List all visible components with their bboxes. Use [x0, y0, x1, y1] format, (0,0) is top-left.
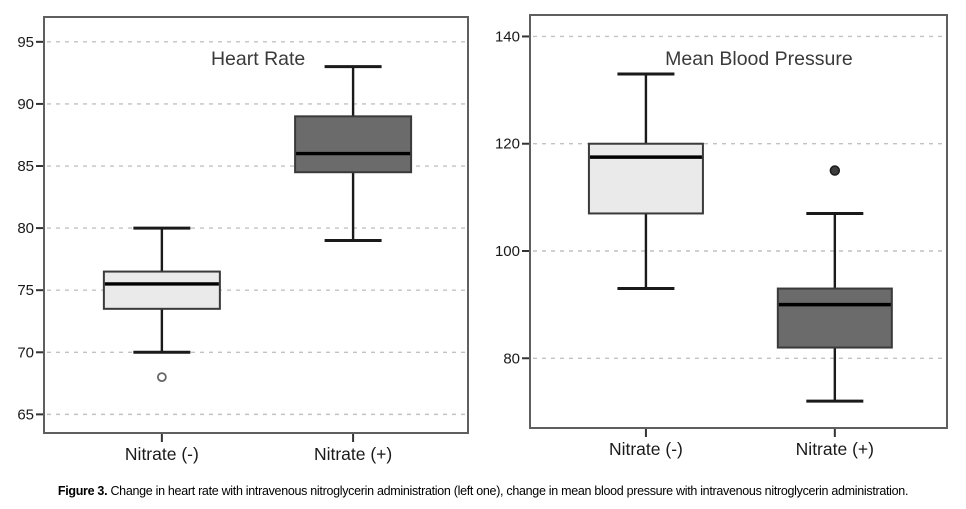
chart-title: Heart Rate	[211, 48, 305, 70]
boxplot-box	[102, 270, 221, 310]
x-tick-label: Nitrate (+)	[314, 444, 392, 464]
boxplot-chart-heart-rate: 65 70 75 80 85 90 95 Nitrate (-) Nitrate (+) Hear…	[17, 16, 469, 464]
plot-frame	[529, 14, 948, 429]
outlier-point-filled	[829, 165, 841, 176]
y-tick-label: 70	[17, 344, 34, 361]
y-tick-label: 95	[17, 34, 34, 51]
boxplot-box	[294, 115, 413, 174]
x-tick-label: Nitrate (-)	[609, 439, 683, 459]
boxplot-box	[776, 287, 893, 349]
figure-caption: Figure 3. Change in heart rate with intr…	[0, 484, 966, 498]
y-tick-label: 80	[503, 350, 520, 367]
y-tick-label: 80	[17, 220, 34, 237]
y-tick-label: 100	[495, 243, 520, 260]
x-tick-label: Nitrate (+)	[796, 439, 874, 459]
y-tick-label: 140	[495, 28, 520, 45]
y-tick-label: 120	[495, 136, 520, 153]
y-tick-label: 90	[17, 96, 34, 113]
chart-title: Mean Blood Pressure	[665, 48, 853, 70]
figure-caption-label: Figure 3.	[57, 484, 108, 498]
y-tick-label: 85	[17, 158, 34, 175]
figure-caption-text: Change in heart rate with intravenous ni…	[107, 484, 909, 498]
y-tick-label: 65	[17, 406, 34, 423]
outlier-point-open	[156, 372, 167, 383]
boxplot-box	[587, 142, 704, 215]
y-tick-label: 75	[17, 282, 34, 299]
boxplot-chart-mean-blood-pressure: 80 100 120 140 Nitrate (-) Nitrate (+) Mean Bl…	[495, 14, 948, 459]
x-tick-label: Nitrate (-)	[125, 444, 199, 464]
plot-frame	[43, 16, 469, 434]
